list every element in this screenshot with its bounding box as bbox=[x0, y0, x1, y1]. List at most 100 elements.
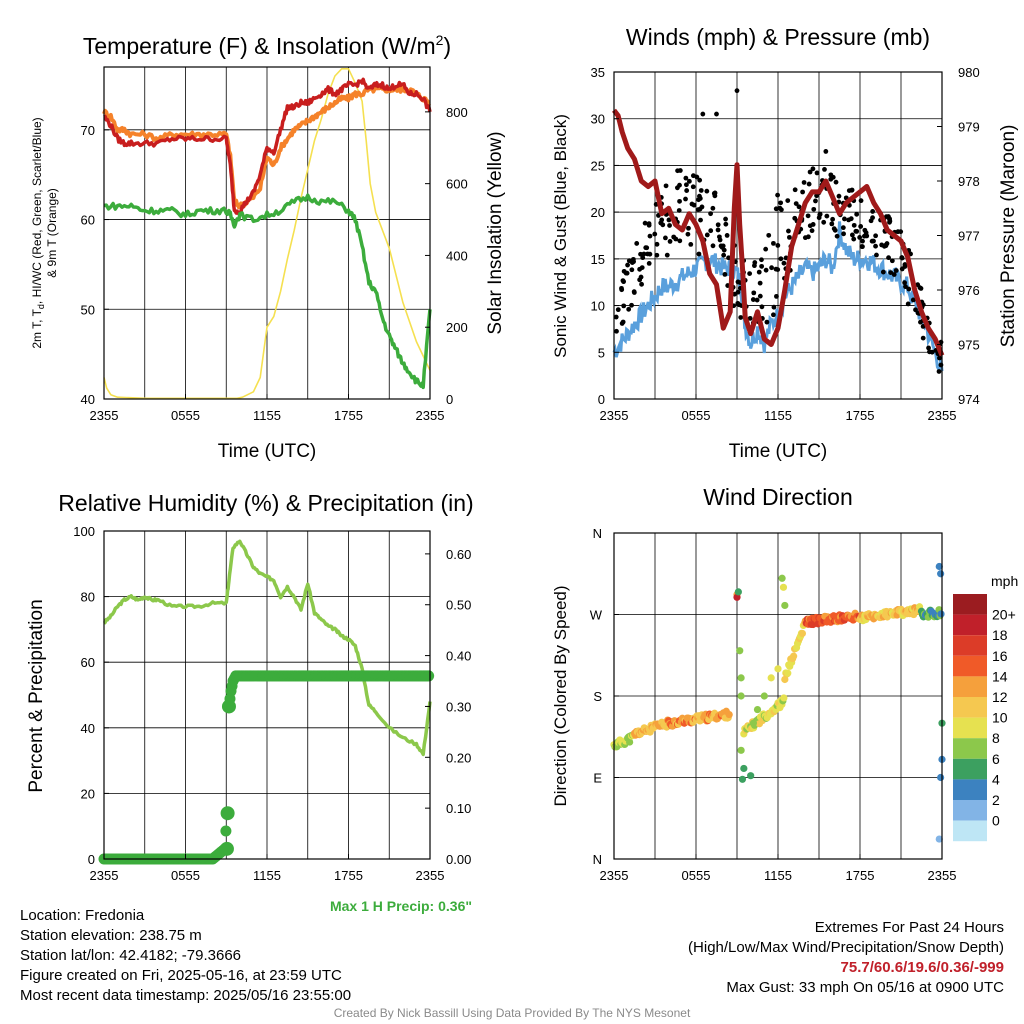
direction-point bbox=[767, 674, 775, 682]
gust-point bbox=[700, 111, 706, 117]
humidity-series bbox=[98, 539, 435, 865]
gust-point bbox=[683, 196, 688, 202]
direction-panel: Wind Direction 2355 0555 1155 1755 2355NESWN… bbox=[551, 484, 1018, 883]
y-tick-label: S bbox=[593, 689, 602, 704]
gust-point bbox=[759, 304, 765, 310]
precip-point bbox=[220, 806, 235, 821]
gust-point bbox=[625, 262, 630, 268]
legend-label: 2 bbox=[992, 792, 1000, 808]
winds-right-label: Station Pressure (Maroon) bbox=[998, 125, 1019, 348]
direction-point bbox=[778, 574, 786, 582]
gust-point bbox=[667, 239, 673, 244]
gust-point bbox=[759, 263, 765, 269]
temperature-ticks: 2355 0555 1155 1755 235540506070020040060080… bbox=[81, 105, 468, 423]
gust-point bbox=[714, 111, 719, 117]
gust-point bbox=[698, 217, 703, 223]
temperature-left-label-2: & 9m T (Orange) bbox=[45, 188, 59, 278]
gust-point bbox=[873, 243, 878, 249]
gust-point bbox=[903, 284, 908, 290]
gust-point bbox=[720, 243, 726, 249]
y-tick-label: 40 bbox=[81, 721, 95, 736]
gust-point bbox=[663, 183, 669, 189]
gust-point bbox=[639, 281, 644, 287]
gust-point bbox=[898, 229, 904, 235]
gust-point bbox=[781, 260, 787, 266]
gust-point bbox=[814, 170, 820, 176]
humidity-panel: Relative Humidity (%) & Precipitation (i… bbox=[26, 490, 474, 914]
direction-point bbox=[725, 710, 733, 719]
gust-point bbox=[905, 301, 911, 307]
gust-point bbox=[734, 88, 740, 94]
x-tick-label: 0555 bbox=[171, 868, 200, 883]
direction-point bbox=[935, 835, 943, 843]
gust-point bbox=[639, 265, 645, 271]
pressure-line bbox=[612, 108, 945, 357]
x-tick-label: 2355 bbox=[928, 408, 957, 423]
humidity-ticks: 2355 0555 1155 1755 23550204060801000.000.10… bbox=[73, 524, 471, 883]
gust-point bbox=[683, 182, 689, 188]
x-tick-label: 2355 bbox=[90, 868, 119, 883]
legend-swatch bbox=[953, 758, 987, 780]
gust-point bbox=[777, 205, 783, 211]
gust-point bbox=[936, 369, 942, 374]
y-tick-label: N bbox=[593, 852, 602, 867]
gust-point bbox=[620, 278, 626, 284]
y-tick-label: N bbox=[593, 526, 602, 541]
gust-point bbox=[704, 188, 710, 194]
direction-point bbox=[734, 588, 742, 596]
y-tick-label: W bbox=[590, 608, 603, 623]
gust-point bbox=[759, 257, 764, 263]
gust-point bbox=[756, 269, 762, 275]
legend-swatch bbox=[953, 800, 987, 821]
gust-point bbox=[747, 271, 753, 277]
gust-point bbox=[735, 289, 741, 295]
gust-point bbox=[710, 205, 716, 211]
gust-point bbox=[792, 187, 798, 193]
gust-point bbox=[640, 255, 646, 261]
gust-point bbox=[697, 177, 703, 183]
legend-label: 0 bbox=[992, 813, 1000, 829]
gust-point bbox=[723, 216, 728, 222]
station-location: Location: Fredonia bbox=[20, 907, 145, 924]
gust-point bbox=[754, 297, 760, 303]
gust-point bbox=[778, 256, 784, 262]
credit-line: Created By Nick Bassill Using Data Provi… bbox=[333, 1006, 691, 1020]
gust-point bbox=[631, 290, 637, 295]
x-tick-label: 2355 bbox=[90, 408, 119, 423]
legend-swatch bbox=[953, 717, 987, 739]
gust-point bbox=[654, 241, 660, 247]
y-tick-label: 80 bbox=[81, 590, 95, 605]
legend-label: 4 bbox=[992, 771, 1000, 787]
gust-point bbox=[859, 244, 865, 249]
gust-point bbox=[809, 228, 815, 234]
gust-point bbox=[704, 232, 710, 238]
precip-point bbox=[219, 841, 234, 856]
gust-point bbox=[644, 245, 650, 251]
gust-point bbox=[854, 211, 860, 217]
y-tick-label: 30 bbox=[591, 112, 605, 127]
gust-point bbox=[647, 233, 653, 239]
gust-point bbox=[830, 174, 836, 180]
gust-point bbox=[806, 181, 812, 187]
gust-point bbox=[870, 209, 876, 214]
gust-point bbox=[785, 198, 791, 204]
gust-point bbox=[615, 307, 621, 313]
gust-point bbox=[891, 272, 897, 277]
legend-swatch bbox=[953, 697, 987, 718]
gust-point bbox=[920, 335, 926, 341]
gust-point bbox=[801, 180, 807, 185]
y2-tick-label: 800 bbox=[446, 105, 468, 120]
legend-swatch bbox=[953, 655, 987, 677]
y2-tick-label: 0.20 bbox=[446, 750, 471, 765]
gust-point bbox=[652, 231, 658, 237]
gust-point bbox=[771, 240, 776, 246]
gust-point bbox=[800, 189, 806, 195]
gust-point bbox=[842, 216, 847, 222]
gust-point bbox=[793, 201, 799, 206]
gust-point bbox=[630, 256, 636, 262]
gust-point bbox=[763, 246, 769, 252]
gust-point bbox=[726, 255, 731, 261]
gust-point bbox=[619, 285, 624, 291]
gust-point bbox=[884, 241, 890, 246]
